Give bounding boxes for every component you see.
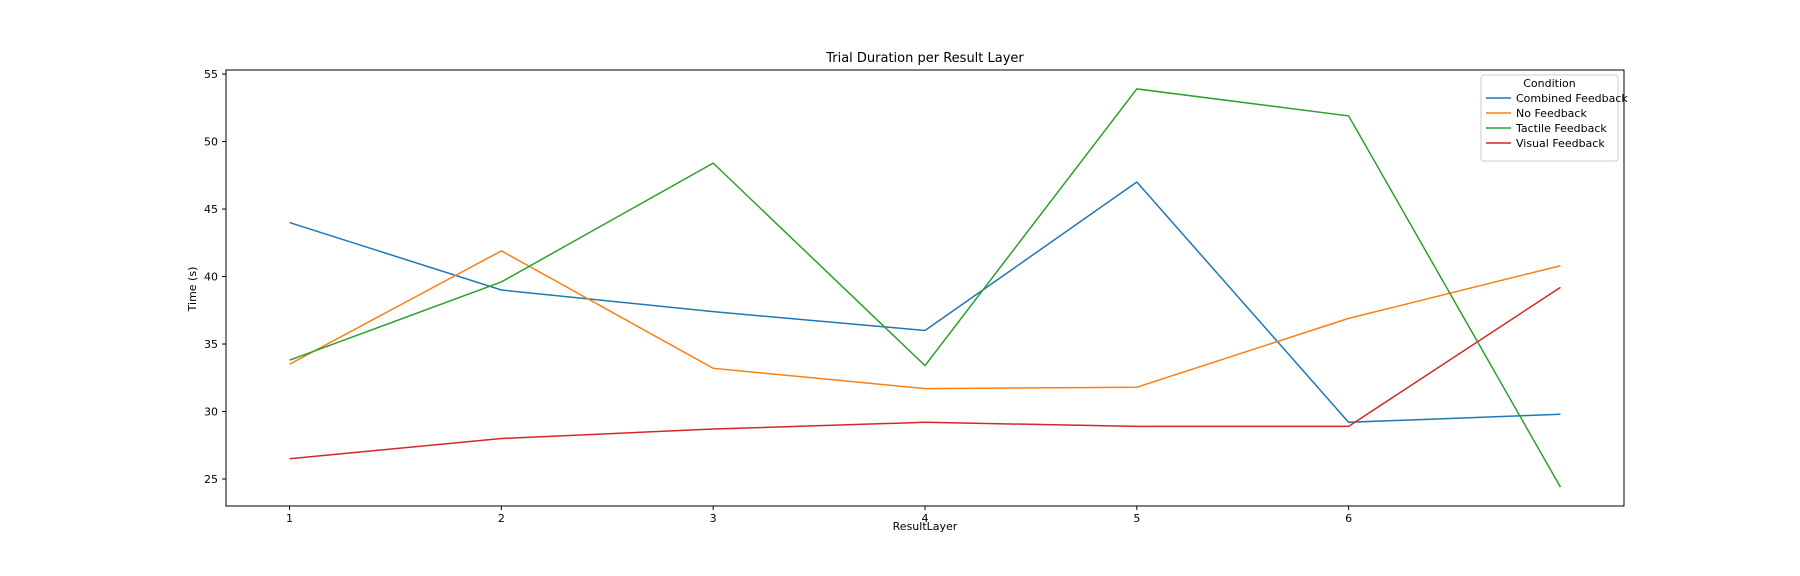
y-axis: 25 30 35 40 45 50 55 [204,68,226,486]
x-tick-label: 2 [498,512,505,525]
legend-entry: Combined Feedback [1516,92,1628,105]
y-tick-label: 25 [204,473,218,486]
legend-entry: No Feedback [1516,107,1587,120]
series-line-visual-feedback [289,286,1561,460]
plot-area [225,69,1625,507]
legend-box [1480,74,1619,162]
x-axis-label: ResultLayer [893,520,958,533]
legend-title: Condition [1523,77,1576,90]
y-tick-label: 35 [204,338,218,351]
y-tick-label: 45 [204,203,218,216]
y-tick-label: 55 [204,68,218,81]
legend-entry: Visual Feedback [1516,137,1605,150]
y-tick-label: 50 [204,136,218,149]
series-line-no-feedback [289,250,1561,390]
series-line-combined-feedback [289,181,1561,424]
chart-title: Trial Duration per Result Layer [825,51,1024,66]
series-line-tactile-feedback [289,88,1562,488]
x-tick-label: 3 [710,512,717,525]
y-tick-label: 30 [204,406,218,419]
x-tick-label: 4 [922,512,929,525]
series-layer [289,88,1562,488]
x-tick-label: 6 [1345,512,1352,525]
x-tick-label: 5 [1133,512,1140,525]
x-tick-label: 1 [286,512,293,525]
legend: Condition Combined Feedback No Feedback Tac… [1480,74,1628,162]
y-tick-label: 40 [204,271,218,284]
legend-entry: Tactile Feedback [1515,122,1607,135]
plot-frame [225,69,1625,507]
x-axis: 1 2 3 4 5 6 [286,506,1352,525]
y-axis-label: Time (s) [186,267,199,313]
